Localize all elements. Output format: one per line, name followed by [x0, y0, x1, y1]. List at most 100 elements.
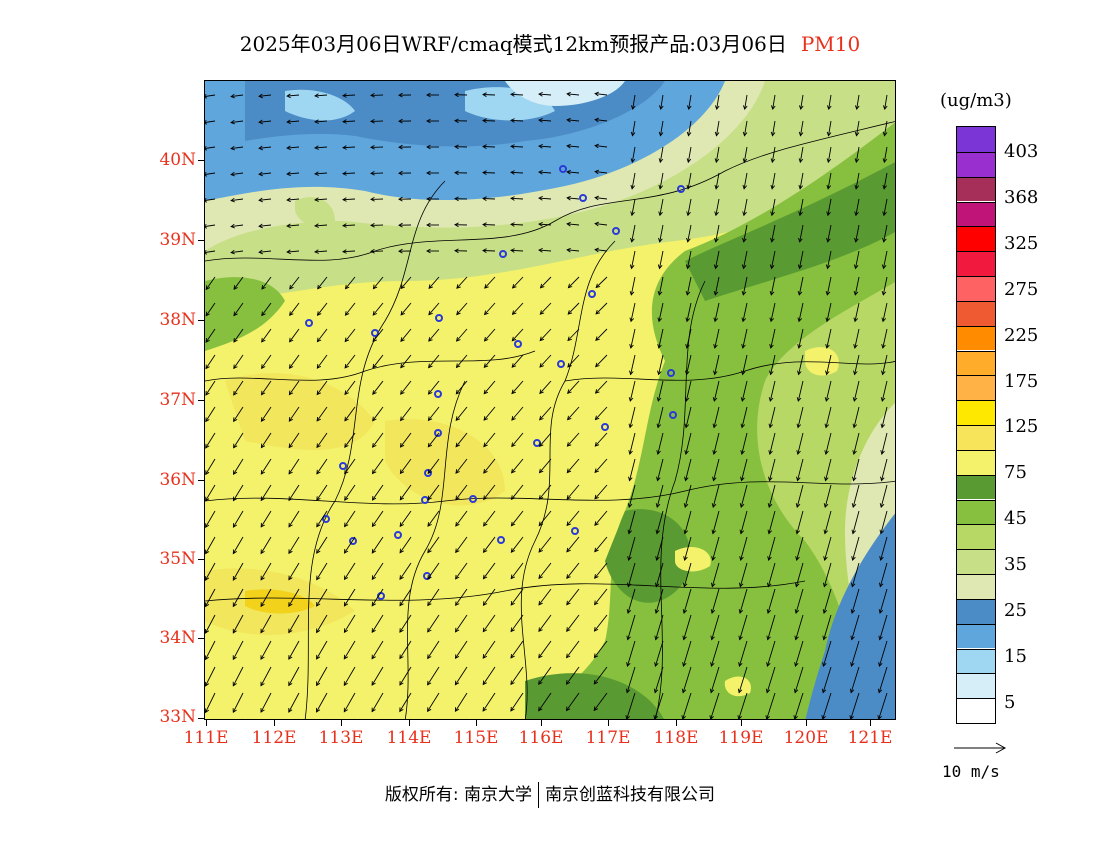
wind-arrow	[456, 328, 468, 342]
colorbar-label: 45	[1004, 508, 1027, 529]
wind-arrow	[205, 614, 216, 634]
lon-tick	[274, 720, 275, 726]
wind-arrowhead	[879, 529, 885, 535]
wind-arrow	[205, 302, 216, 316]
wind-arrowhead	[258, 145, 263, 151]
wind-arrow	[232, 536, 244, 554]
wind-arrowhead	[881, 290, 887, 296]
wind-arrowhead	[656, 423, 662, 429]
wind-arrowhead	[770, 131, 776, 137]
wind-arrowhead	[595, 309, 601, 315]
wind-arrowhead	[510, 92, 515, 97]
wind-arrow	[287, 120, 300, 123]
colorbar-label: 25	[1004, 600, 1027, 621]
colorbar-swatch	[957, 598, 995, 624]
wind-arrow	[288, 640, 300, 660]
wind-arrowhead	[538, 627, 543, 633]
wind-arrow	[233, 328, 244, 343]
wind-arrowhead	[455, 363, 461, 369]
lon-label: 113E	[318, 728, 364, 748]
colorbar-swatch	[957, 300, 995, 326]
colorbar-swatch	[957, 276, 995, 301]
colorbar-swatch	[957, 623, 995, 649]
wind-arrowhead	[342, 145, 347, 150]
wind-arrow	[799, 172, 804, 189]
wind-arrowhead	[654, 635, 659, 641]
wind-arrow	[878, 692, 888, 719]
wind-arrow	[631, 198, 636, 216]
wind-arrow	[427, 432, 440, 448]
wind-arrowhead	[289, 311, 294, 317]
wind-arrow	[852, 484, 860, 508]
wind-arrowhead	[371, 469, 377, 475]
wind-arrowhead	[793, 715, 798, 719]
wind-arrowhead	[538, 91, 543, 97]
wind-arrow	[233, 380, 244, 396]
wind-arrowhead	[398, 170, 403, 176]
wind-arrowhead	[882, 211, 887, 217]
wind-arrowhead	[655, 503, 661, 508]
wind-arrowhead	[655, 529, 661, 535]
wind-arrowhead	[314, 223, 319, 228]
wind-arrowhead	[399, 628, 404, 633]
wind-arrowhead	[454, 248, 459, 254]
wind-arrow	[483, 484, 496, 500]
wind-arrow	[884, 120, 888, 136]
wind-arrow	[259, 120, 272, 123]
wind-arrow	[881, 380, 888, 402]
wind-arrow	[741, 406, 748, 428]
wind-arrow	[796, 484, 804, 508]
wind-arrow	[627, 588, 636, 614]
wind-arrowhead	[482, 196, 487, 201]
wind-arrowhead	[427, 363, 433, 369]
wind-arrow	[854, 354, 860, 375]
wind-arrow	[233, 406, 244, 422]
wind-arrowhead	[483, 468, 488, 474]
wind-arrow	[828, 94, 832, 110]
wind-arrow	[344, 406, 356, 422]
wind-arrow	[711, 588, 720, 614]
wind-arrow	[655, 588, 664, 614]
wind-arrow	[344, 510, 356, 527]
wind-arrow	[484, 276, 496, 289]
wind-arrow	[682, 692, 692, 719]
wind-arrow	[715, 146, 720, 163]
wind-arrow	[205, 510, 216, 528]
wind-arrow	[400, 328, 412, 342]
wind-arrowhead	[455, 521, 460, 527]
lat-tick	[198, 320, 204, 321]
wind-arrow	[232, 562, 244, 581]
wind-arrowhead	[681, 688, 687, 694]
wind-arrowhead	[482, 706, 487, 712]
wind-arrow	[628, 484, 636, 508]
wind-arrow	[740, 510, 748, 534]
city-marker	[588, 290, 596, 298]
wind-arrowhead	[881, 370, 886, 376]
wind-arrow	[372, 406, 384, 421]
wind-arrowhead	[628, 423, 634, 429]
wind-arrow	[742, 354, 748, 375]
wind-arrowhead	[538, 195, 543, 201]
wind-arrowhead	[657, 264, 663, 270]
wind-arrowhead	[288, 575, 293, 581]
wind-arrow	[511, 380, 524, 394]
wind-arrow	[371, 562, 384, 580]
wind-arrowhead	[427, 680, 432, 686]
wind-arrowhead	[653, 715, 658, 719]
wind-arrowhead	[713, 370, 718, 376]
wind-arrowhead	[343, 601, 349, 607]
wind-arrow	[288, 588, 300, 607]
wind-arrowhead	[566, 600, 571, 606]
wind-arrowhead	[233, 285, 238, 290]
wind-arrow	[823, 562, 832, 587]
wind-arrow	[428, 302, 440, 315]
wind-arrow	[688, 94, 692, 110]
wind-arrow	[631, 172, 636, 189]
wind-arrow	[594, 562, 608, 579]
wind-arrowhead	[769, 343, 774, 349]
wind-arrow	[713, 458, 720, 481]
wind-arrow	[774, 718, 775, 719]
wind-arrow	[373, 276, 384, 289]
wind-arrowhead	[510, 627, 515, 633]
wind-arrowhead	[286, 119, 291, 125]
